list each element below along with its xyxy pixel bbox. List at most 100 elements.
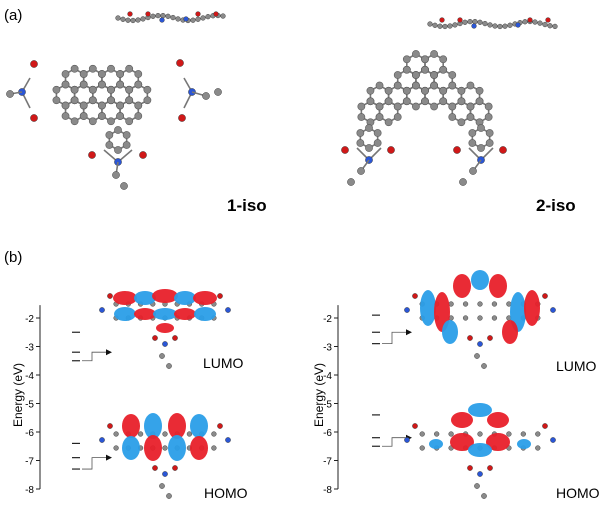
panel-b-label: (b) [4, 249, 22, 266]
nitrogen-atom [159, 17, 165, 23]
carbon-atom [61, 112, 70, 120]
oxygen-atom [176, 59, 184, 67]
arrow-head [106, 454, 112, 461]
carbon-atom [462, 301, 469, 307]
orbital-connector [82, 457, 106, 470]
carbon-atom [474, 353, 480, 359]
oxygen-atom [457, 17, 463, 23]
carbon-atom [375, 113, 384, 121]
carbon-atom [113, 445, 119, 451]
carbon-atom [175, 16, 181, 22]
carbon-atom [439, 97, 448, 106]
y-tick-label: -5 [323, 400, 332, 411]
homo-label-1: HOMO [204, 485, 248, 501]
carbon-atom [365, 124, 373, 132]
carbon-atom [520, 431, 526, 437]
carbon-atom [477, 315, 483, 321]
positive-lobe [190, 436, 208, 460]
oxygen-atom [487, 465, 493, 471]
nitrogen-atom [477, 341, 483, 347]
carbon-atom [535, 431, 541, 437]
carbon-atom [552, 23, 558, 30]
carbon-atom [200, 15, 206, 21]
carbon-atom [430, 50, 438, 58]
carbon-atom [393, 113, 402, 121]
negative-lobe [471, 270, 489, 290]
carbon-atom [542, 21, 548, 28]
carbon-atom [214, 88, 222, 96]
carbon-atom [116, 101, 124, 110]
carbon-atom [384, 97, 393, 106]
nitrogen-atom [404, 307, 410, 313]
molecule-1-label: 1-iso [227, 196, 267, 215]
negative-lobe [122, 436, 140, 460]
carbon-atom [412, 71, 420, 79]
carbon-atom [162, 431, 168, 437]
carbon-atom [61, 80, 70, 89]
carbon-atom [366, 97, 375, 106]
negative-lobe [468, 443, 492, 457]
carbon-atom [120, 16, 126, 22]
carbon-atom [79, 70, 88, 78]
positive-lobe [174, 308, 196, 320]
carbon-atom [116, 112, 124, 120]
oxygen-atom [467, 465, 473, 471]
carbon-atom [105, 131, 114, 139]
negative-lobe [194, 307, 216, 321]
y-tick-label: -4 [25, 371, 34, 382]
carbon-atom [211, 445, 217, 451]
carbon-atom [491, 301, 498, 307]
positive-lobe [486, 433, 510, 451]
carbon-atom [384, 118, 393, 127]
carbon-atom [98, 101, 106, 110]
positive-lobe [122, 414, 140, 438]
carbon-atom [482, 20, 488, 27]
carbon-atom [166, 363, 172, 369]
carbon-atom [6, 90, 14, 98]
carbon-atom [477, 124, 485, 132]
carbon-atom [70, 96, 79, 105]
y-tick-label: -6 [25, 428, 34, 439]
y-tick-label: -6 [323, 428, 332, 439]
oxygen-atom [172, 465, 178, 471]
y-tick-label: -7 [323, 457, 332, 468]
lumo-orbital-1-iso [99, 289, 231, 369]
carbon-atom [137, 431, 144, 437]
carbon-atom [484, 102, 493, 111]
carbon-atom [195, 16, 201, 22]
nitrogen-atom [99, 437, 105, 443]
carbon-atom [468, 129, 477, 137]
oxygen-atom [217, 293, 223, 299]
nitrogen-atom [225, 307, 231, 313]
carbon-atom [502, 23, 508, 29]
carbon-atom [492, 23, 498, 29]
oxygen-atom [88, 151, 96, 159]
carbon-atom [419, 445, 425, 451]
carbon-atom [347, 178, 355, 186]
carbon-atom [114, 146, 122, 154]
carbon-atom [469, 167, 477, 175]
carbon-atom [125, 85, 134, 94]
carbon-atom [120, 182, 128, 190]
carbon-atom [373, 129, 382, 137]
carbon-atom [159, 483, 165, 489]
carbon-atom [468, 139, 477, 147]
carbon-atom [140, 16, 146, 22]
negative-lobe [442, 320, 458, 344]
negative-lobe [420, 290, 436, 326]
carbon-atom [462, 315, 469, 321]
positive-lobe [168, 413, 186, 439]
carbon-atom [88, 117, 97, 126]
carbon-atom [98, 112, 106, 120]
carbon-atom [166, 493, 172, 499]
lumo-label-2: LUMO [556, 358, 597, 374]
carbon-atom [462, 19, 468, 25]
positive-lobe [502, 320, 518, 344]
carbon-atom [439, 65, 448, 74]
carbon-atom [484, 113, 493, 121]
carbon-atom [115, 15, 121, 21]
carbon-atom [112, 171, 120, 179]
y-tick-label: -7 [25, 457, 34, 468]
carbon-atom [159, 353, 165, 359]
